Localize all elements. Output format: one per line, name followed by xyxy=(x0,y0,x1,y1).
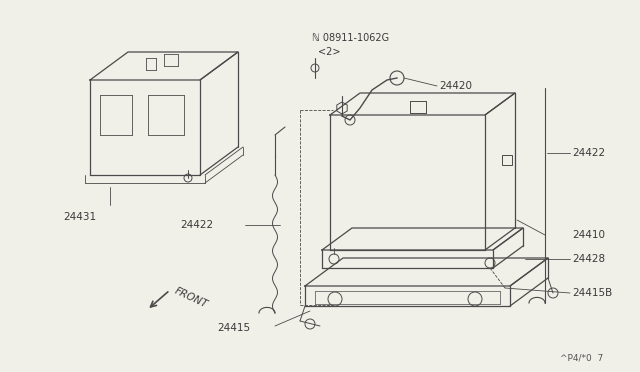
Text: 24415B: 24415B xyxy=(572,288,612,298)
Text: ^P4/*0  7: ^P4/*0 7 xyxy=(560,353,604,362)
Text: 24422: 24422 xyxy=(180,220,213,230)
Text: 24410: 24410 xyxy=(572,230,605,240)
Text: <2>: <2> xyxy=(318,47,340,57)
Text: 24415: 24415 xyxy=(217,323,250,333)
Text: 24420: 24420 xyxy=(439,81,472,91)
Text: FRONT: FRONT xyxy=(173,285,209,310)
Text: ℕ 08911-1062G: ℕ 08911-1062G xyxy=(312,33,389,43)
Text: 24422: 24422 xyxy=(572,148,605,158)
Text: 24431: 24431 xyxy=(63,212,97,222)
Text: 24428: 24428 xyxy=(572,254,605,264)
